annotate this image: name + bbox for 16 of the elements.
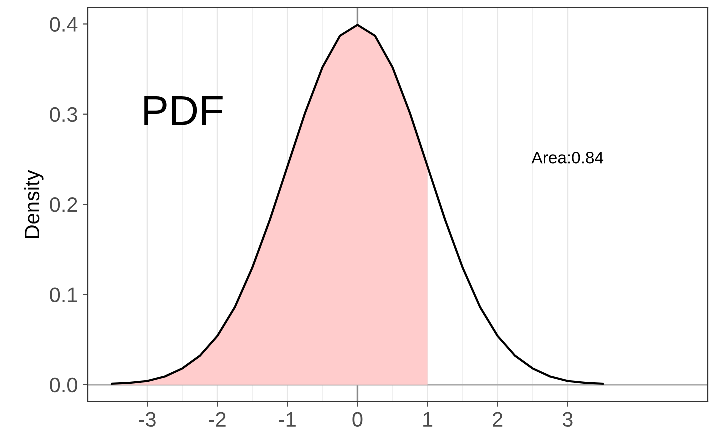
annotation: Area:0.84 xyxy=(532,152,604,164)
x-tick-label: 1 xyxy=(424,412,433,427)
x-tick-label: 3 xyxy=(562,412,573,428)
x-tick-label: -1 xyxy=(279,412,296,427)
x-tick-label: -2 xyxy=(209,412,226,427)
y-tick-label: 0.4 xyxy=(50,17,78,32)
x-tick-label: -3 xyxy=(139,412,156,428)
y-axis-title: Density xyxy=(24,170,44,238)
y-tick-label: 0.1 xyxy=(50,288,78,302)
y-tick-label: 0.0 xyxy=(50,378,78,393)
y-tick-label: 0.2 xyxy=(50,198,78,212)
x-tick-label: 2 xyxy=(493,412,503,427)
annotation: PDF xyxy=(144,96,223,126)
line-series xyxy=(111,24,604,386)
y-tick-label: 0.3 xyxy=(50,107,78,122)
x-tick-label: 0 xyxy=(352,412,363,428)
